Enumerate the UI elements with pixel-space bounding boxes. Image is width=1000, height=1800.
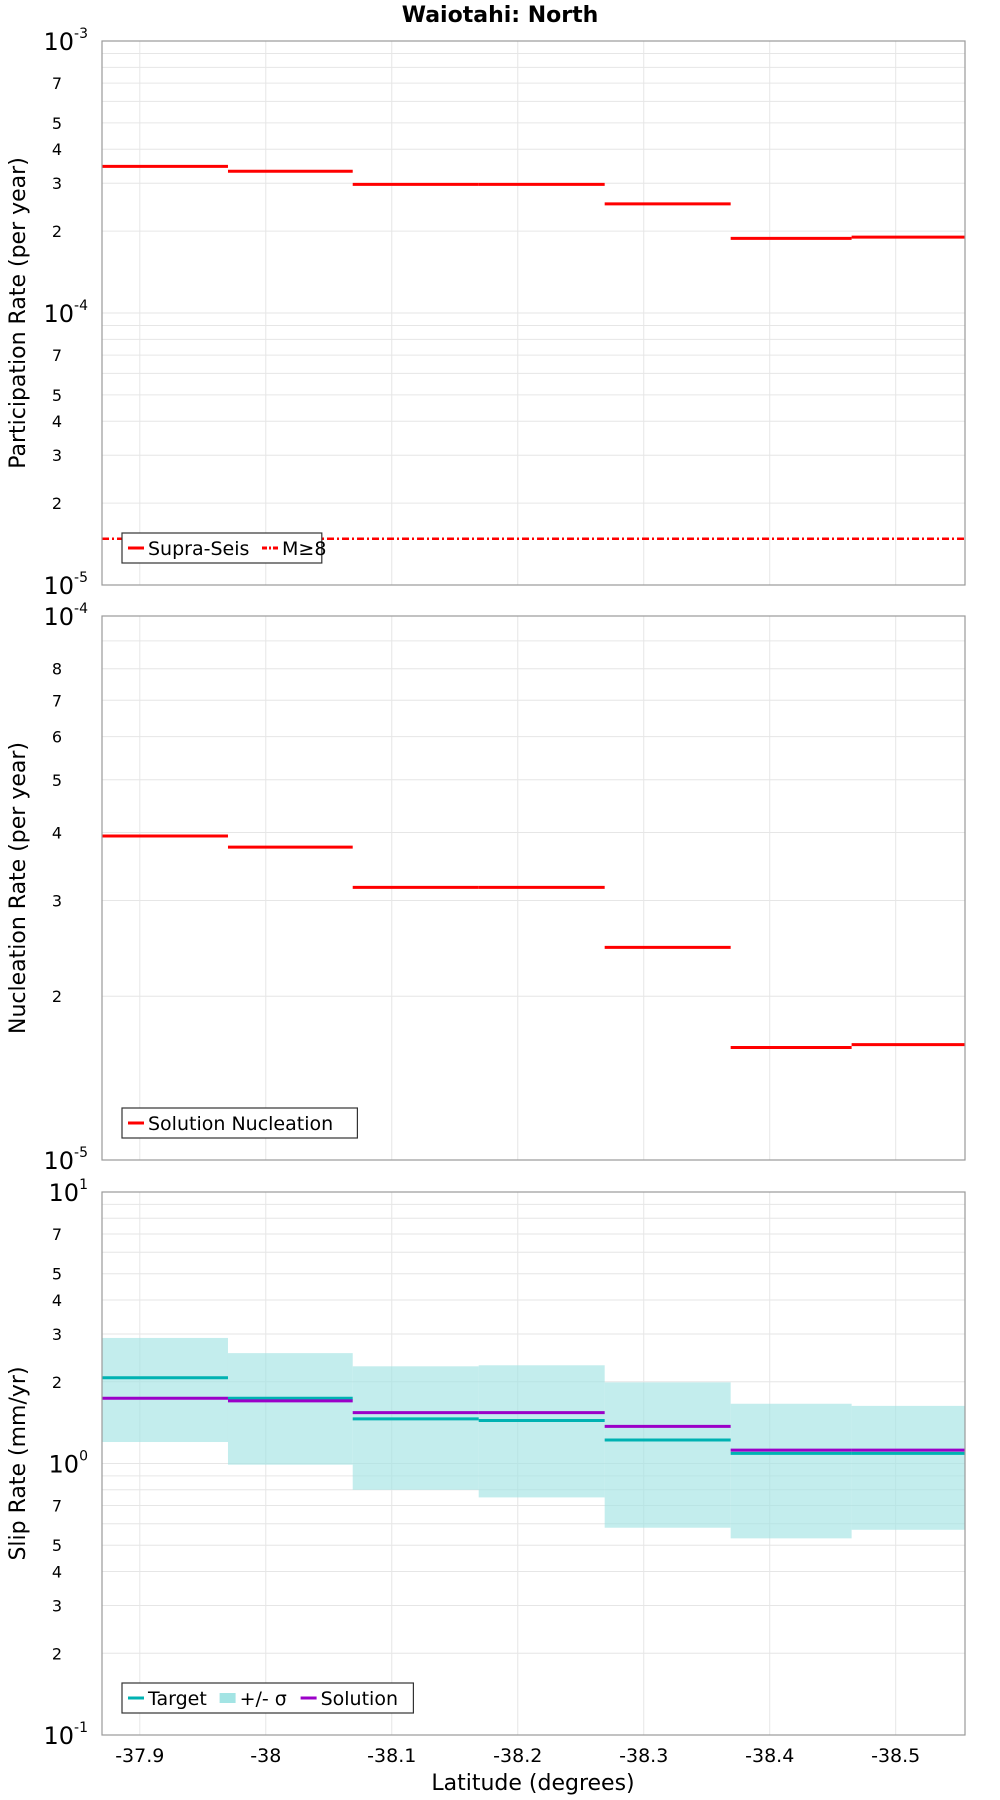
y-minor-tick-label: 4 (52, 412, 62, 431)
legend-box (121, 1682, 414, 1714)
y-minor-tick-label: 3 (52, 891, 62, 910)
y-minor-tick-label: 4 (52, 1291, 62, 1310)
y-axis-label: Participation Rate (per year) (6, 157, 31, 469)
nucleation-rate-panel: 10-4 10-5 8 7 6 5 4 3 2 Nucleation Rate (per year… (6, 601, 966, 1175)
sigma-band-segment (227, 1353, 353, 1465)
legend-label: Supra-Seis (148, 538, 249, 560)
sigma-band-segment (352, 1366, 479, 1490)
legend-swatch (219, 1693, 236, 1703)
y-minor-tick-label: 5 (52, 386, 62, 405)
x-tick-label: -38.1 (367, 1745, 416, 1767)
y-minor-tick-label: 6 (52, 728, 62, 747)
x-tick-label: -37.9 (115, 1745, 164, 1767)
y-minor-tick-label: 7 (52, 74, 62, 93)
y-axis-label: Nucleation Rate (per year) (6, 742, 31, 1034)
y-minor-tick-label: 4 (52, 1563, 62, 1582)
y-major-tick-label: 10-4 (43, 601, 88, 631)
y-minor-tick-label: 2 (52, 1373, 62, 1392)
legend: Target +/- σ Solution (121, 1682, 414, 1714)
y-major-tick-label: 100 (49, 1449, 88, 1479)
legend-box (121, 1107, 358, 1139)
y-major-tick-label: 10-5 (43, 570, 88, 600)
y-major-tick-label: 10-5 (43, 1145, 88, 1175)
chart-title: Waiotahi: North (402, 3, 599, 28)
sigma-band-segment (478, 1365, 605, 1498)
y-minor-tick-label: 7 (52, 1225, 62, 1244)
y-minor-tick-label: 4 (52, 823, 62, 842)
plot-frame (101, 1191, 966, 1736)
x-tick-label: -38.3 (619, 1745, 668, 1767)
slip-rate-panel: 101 100 10-1 7 7 5 5 4 4 3 3 2 2 Slip Rate (mm/yr) Tar… (6, 1177, 966, 1750)
x-tick-label: -38.4 (745, 1745, 794, 1767)
sigma-band-segment (102, 1337, 228, 1443)
x-axis-label: Latitude (degrees) (431, 1771, 634, 1796)
y-minor-tick-label: 4 (52, 140, 62, 159)
y-minor-tick-label: 2 (52, 222, 62, 241)
y-minor-tick-label: 3 (52, 446, 62, 465)
legend: Solution Nucleation (121, 1107, 358, 1139)
x-axis-ticks: -37.9 -38 -38.1 -38.2 -38.3 -38.4 -38.5 (115, 1745, 920, 1767)
y-minor-tick-label: 7 (52, 346, 62, 365)
sigma-band-segment (730, 1403, 852, 1539)
y-minor-tick-label: 3 (52, 1596, 62, 1615)
x-tick-label: -38.2 (493, 1745, 542, 1767)
y-minor-tick-label: 3 (52, 1325, 62, 1344)
y-minor-tick-label: 5 (52, 771, 62, 790)
legend-label: Target (147, 1688, 207, 1710)
y-major-tick-label: 101 (49, 1177, 88, 1207)
y-minor-tick-label: 2 (52, 494, 62, 513)
plot-frame (101, 615, 966, 1161)
x-tick-label: -38 (250, 1745, 281, 1767)
y-minor-tick-label: 3 (52, 174, 62, 193)
x-tick-label: -38.5 (871, 1745, 920, 1767)
legend-label: M≥8 (282, 538, 326, 560)
y-major-tick-label: 10-4 (43, 298, 88, 328)
y-major-tick-label: 10-1 (43, 1720, 88, 1750)
legend-label: Solution (321, 1688, 398, 1710)
plot-frame (101, 40, 966, 586)
y-minor-tick-label: 8 (52, 660, 62, 679)
y-minor-tick-label: 2 (52, 987, 62, 1006)
y-major-tick-label: 10-3 (43, 26, 88, 56)
y-minor-tick-label: 5 (52, 1265, 62, 1284)
sigma-band-segment (851, 1405, 965, 1530)
participation-rate-panel: 10-3 10-4 10-5 7 7 5 5 4 4 3 3 2 2 Participation Rate… (6, 26, 966, 600)
y-minor-tick-label: 7 (52, 1497, 62, 1516)
sigma-band-segment (604, 1382, 731, 1528)
legend-box (121, 532, 323, 564)
legend: Supra-Seis M≥8 (121, 532, 326, 564)
y-minor-tick-label: 2 (52, 1644, 62, 1663)
legend-label: +/- σ (240, 1688, 287, 1710)
legend-label: Solution Nucleation (148, 1113, 333, 1135)
y-minor-tick-label: 7 (52, 691, 62, 710)
y-minor-tick-label: 5 (52, 114, 62, 133)
y-minor-tick-label: 5 (52, 1536, 62, 1555)
y-axis-label: Slip Rate (mm/yr) (6, 1366, 31, 1560)
